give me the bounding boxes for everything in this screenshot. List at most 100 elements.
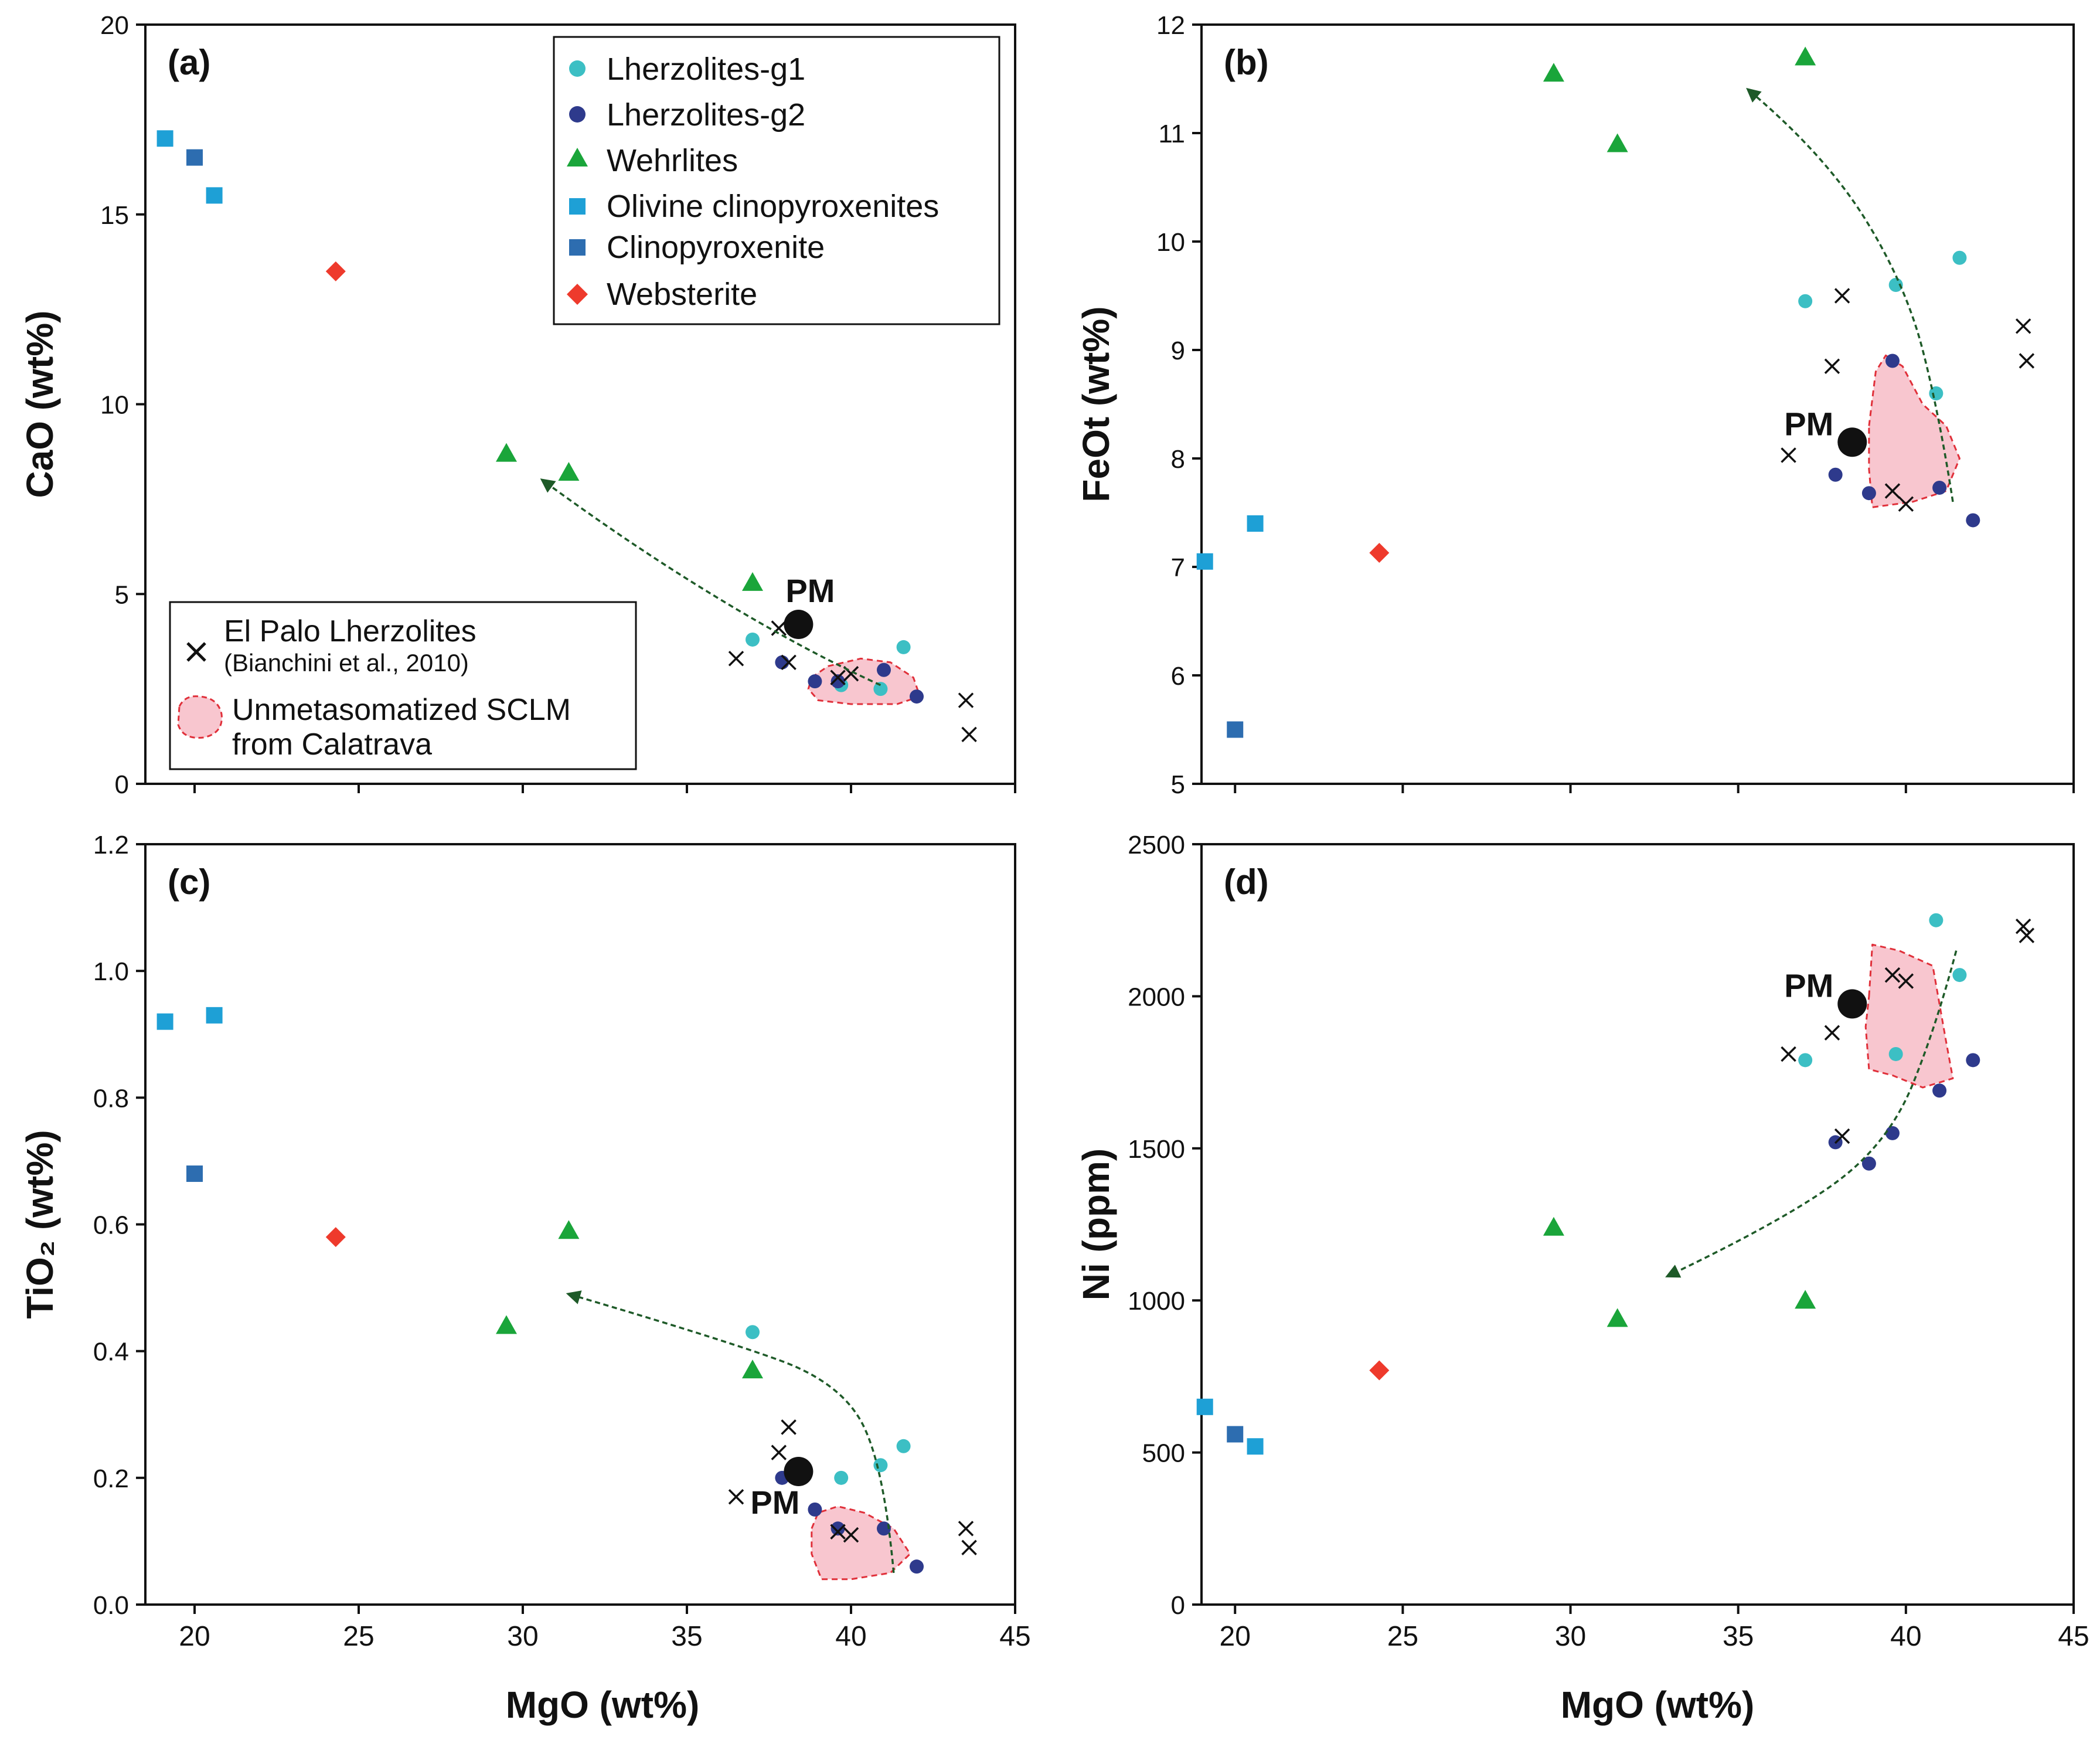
legend-label-sclm-line2: from Calatrava bbox=[232, 728, 432, 762]
data-point-el-palo-lherzolites bbox=[1781, 447, 1796, 463]
x-tick-label: 45 bbox=[999, 1621, 1030, 1652]
legend-label-el-palo-line1: El Palo Lherzolites bbox=[224, 614, 477, 648]
data-point-wehrlites bbox=[1607, 1308, 1628, 1327]
x-tick-label: 30 bbox=[1555, 1621, 1586, 1652]
data-point-el-palo-lherzolites bbox=[958, 1521, 974, 1537]
data-point-wehrlites bbox=[496, 1315, 517, 1334]
data-point-lherzolites-g2 bbox=[1885, 354, 1900, 368]
data-point-lherzolites-g2 bbox=[1861, 1156, 1876, 1171]
pm-label: PM bbox=[1784, 405, 1833, 442]
legend-label-clinopyroxenite: Clinopyroxenite bbox=[607, 230, 825, 265]
data-point-olivine-clinopyroxenites bbox=[1247, 515, 1264, 532]
legend-item-el-palo: El Palo Lherzolites (Bianchini et al., 2… bbox=[186, 614, 477, 677]
data-point-wehrlites bbox=[1607, 133, 1628, 152]
data-point-el-palo-lherzolites bbox=[781, 1419, 797, 1435]
y-tick-label: 1.0 bbox=[93, 957, 129, 986]
y-tick-label: 8 bbox=[1171, 445, 1185, 474]
data-point-clinopyroxenite bbox=[1227, 1426, 1244, 1443]
data-point-websterite bbox=[1369, 542, 1390, 563]
pm-point bbox=[1837, 427, 1867, 457]
data-point-olivine-clinopyroxenites bbox=[1196, 553, 1213, 570]
y-tick-label: 15 bbox=[100, 201, 129, 230]
legend-label-websterite: Websterite bbox=[607, 277, 757, 312]
pm-label: PM bbox=[750, 1484, 799, 1521]
y-axis-label-d: Ni (ppm) bbox=[1075, 1148, 1117, 1301]
plot-frame-c bbox=[144, 843, 1016, 1606]
panel-label-c: (c) bbox=[168, 862, 210, 902]
panel-c: 20 25 30 35 40 45 0.0 0.2 0.4 0.6 0.8 1.0 1.2 TiO₂ (w… bbox=[19, 831, 1031, 1652]
x-tick-label: 35 bbox=[1723, 1621, 1754, 1652]
data-point-wehrlites bbox=[742, 572, 763, 591]
x-tick-label: 25 bbox=[343, 1621, 374, 1652]
y-axis-label-b: FeOt (wt%) bbox=[1075, 306, 1117, 502]
y-tick-label: 11 bbox=[1158, 120, 1185, 148]
pm-point bbox=[1837, 989, 1867, 1019]
data-point-el-palo-lherzolites bbox=[1884, 967, 1901, 983]
y-tick-label: 0 bbox=[115, 770, 129, 799]
data-point-websterite bbox=[325, 261, 346, 281]
pm-label: PM bbox=[1784, 967, 1833, 1004]
data-point-lherzolites-g1 bbox=[1888, 278, 1903, 292]
y-tick-label: 0.4 bbox=[93, 1338, 129, 1367]
plot-frame-d bbox=[1200, 843, 2075, 1606]
trend-arrow bbox=[1746, 87, 1954, 502]
data-point-lherzolites-g2 bbox=[808, 1502, 822, 1517]
pm-point bbox=[784, 610, 814, 640]
data-point-lherzolites-g1 bbox=[873, 682, 888, 696]
legend-label-sclm-line1: Unmetasomatized SCLM bbox=[232, 693, 571, 727]
y-tick-label: 5 bbox=[115, 580, 129, 609]
panel-b: 5 6 7 8 9 10 11 12 FeOt (wt%) (b) PM bbox=[1075, 11, 2075, 799]
panel-label-a: (a) bbox=[168, 43, 210, 82]
y-tick-label: 2500 bbox=[1128, 831, 1185, 859]
sclm-field bbox=[1864, 943, 1954, 1089]
legend-label-el-palo-line2: (Bianchini et al., 2010) bbox=[224, 649, 469, 677]
y-tick-label: 0.8 bbox=[93, 1084, 129, 1113]
data-point-lherzolites-g1 bbox=[1952, 250, 1967, 265]
legend-item-unmetasomatized-sclm: Unmetasomatized SCLM from Calatrava bbox=[177, 693, 571, 762]
x-tick-label: 30 bbox=[507, 1621, 538, 1652]
data-point-wehrlites bbox=[558, 462, 580, 481]
y-tick-label: 10 bbox=[1156, 228, 1185, 257]
data-point-el-palo-lherzolites bbox=[1824, 358, 1840, 374]
data-point-olivine-clinopyroxenites bbox=[206, 1007, 223, 1024]
panel-d: 20 25 30 35 40 45 0 500 1000 1500 2000 2500 Ni (ppm)… bbox=[1075, 831, 2089, 1652]
sclm-field bbox=[811, 1505, 911, 1581]
x-tick-label: 45 bbox=[2058, 1621, 2089, 1652]
legend-item-lherzolites-g1: Lherzolites-g1 bbox=[569, 52, 805, 87]
trend-arrow bbox=[1665, 950, 1958, 1278]
legend-main: Lherzolites-g1 Lherzolites-g2 Wehrlites … bbox=[553, 36, 1000, 325]
x-tick-label: 35 bbox=[671, 1621, 702, 1652]
data-point-lherzolites-g2 bbox=[1932, 1083, 1947, 1098]
y-tick-label: 12 bbox=[1156, 11, 1185, 40]
x-tick-label: 25 bbox=[1387, 1621, 1418, 1652]
panel-label-d: (d) bbox=[1224, 862, 1269, 902]
data-point-lherzolites-g1 bbox=[834, 1470, 849, 1485]
data-point-websterite bbox=[325, 1227, 346, 1248]
data-point-el-palo-lherzolites bbox=[1898, 973, 1914, 989]
legend-item-lherzolites-g2: Lherzolites-g2 bbox=[569, 97, 805, 132]
legend-label-lherzolites-g2: Lherzolites-g2 bbox=[607, 97, 805, 132]
legend-marker-websterite bbox=[567, 284, 588, 305]
y-tick-label: 1500 bbox=[1128, 1135, 1185, 1164]
data-point-el-palo-lherzolites bbox=[728, 651, 744, 667]
data-point-el-palo-lherzolites bbox=[1824, 1025, 1840, 1041]
y-tick-label: 0.0 bbox=[93, 1591, 129, 1620]
legend-marker-sclm-field bbox=[177, 695, 223, 739]
data-point-el-palo-lherzolites bbox=[2015, 918, 2031, 934]
y-tick-label: 9 bbox=[1171, 337, 1185, 365]
data-point-clinopyroxenite bbox=[1227, 721, 1244, 738]
legend-secondary: El Palo Lherzolites (Bianchini et al., 2… bbox=[169, 601, 637, 770]
y-tick-label: 7 bbox=[1171, 553, 1185, 582]
y-tick-label: 6 bbox=[1171, 662, 1185, 691]
y-axis-label-c: TiO₂ (wt%) bbox=[19, 1130, 61, 1318]
data-point-olivine-clinopyroxenites bbox=[156, 1013, 173, 1030]
data-point-el-palo-lherzolites bbox=[1834, 288, 1850, 304]
data-point-lherzolites-g2 bbox=[1932, 480, 1947, 495]
data-point-lherzolites-g2 bbox=[910, 689, 924, 704]
data-point-el-palo-lherzolites bbox=[2015, 318, 2031, 334]
data-point-el-palo-lherzolites bbox=[1884, 483, 1901, 499]
y-tick-label: 2000 bbox=[1128, 983, 1185, 1011]
data-point-el-palo-lherzolites bbox=[961, 726, 977, 743]
y-tick-label: 5 bbox=[1171, 770, 1185, 799]
data-point-el-palo-lherzolites bbox=[1898, 496, 1914, 512]
